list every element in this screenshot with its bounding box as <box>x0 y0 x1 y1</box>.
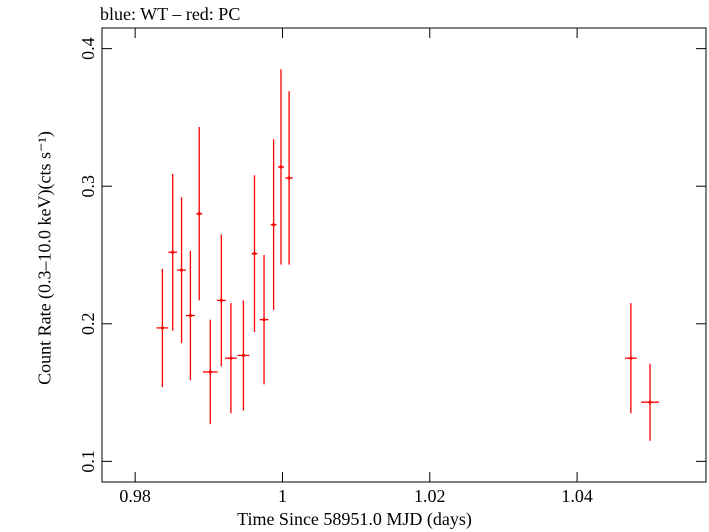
data-point <box>160 326 164 330</box>
y-tick-label: 0.3 <box>78 175 98 198</box>
x-tick-label: 1.02 <box>414 486 446 506</box>
data-point <box>197 212 201 216</box>
plot-frame <box>101 27 707 483</box>
data-point <box>241 353 246 358</box>
y-tick-label: 0.2 <box>78 313 98 336</box>
data-point <box>188 313 192 318</box>
y-axis-label: Count Rate (0.3–10.0 keV)(cts s⁻¹) <box>34 131 55 385</box>
data-point <box>648 400 652 404</box>
data-point <box>229 356 233 360</box>
data-point <box>252 252 257 256</box>
data-point <box>219 298 223 302</box>
data-point <box>171 250 175 254</box>
data-point <box>262 318 266 322</box>
x-tick-label: 0.98 <box>119 486 151 506</box>
data-point <box>287 176 291 180</box>
y-tick-label: 0.4 <box>78 37 98 60</box>
data-point <box>629 356 633 360</box>
data-point <box>272 223 276 227</box>
x-tick-label: 1.04 <box>561 486 593 506</box>
y-tick-label: 0.1 <box>78 450 98 473</box>
x-tick-label: 1 <box>278 486 287 506</box>
data-point <box>179 268 184 272</box>
x-axis-label: Time Since 58951.0 MJD (days) <box>237 509 472 529</box>
data-point <box>279 165 283 169</box>
data-point <box>208 370 212 374</box>
chart-title: blue: WT – red: PC <box>100 4 241 24</box>
